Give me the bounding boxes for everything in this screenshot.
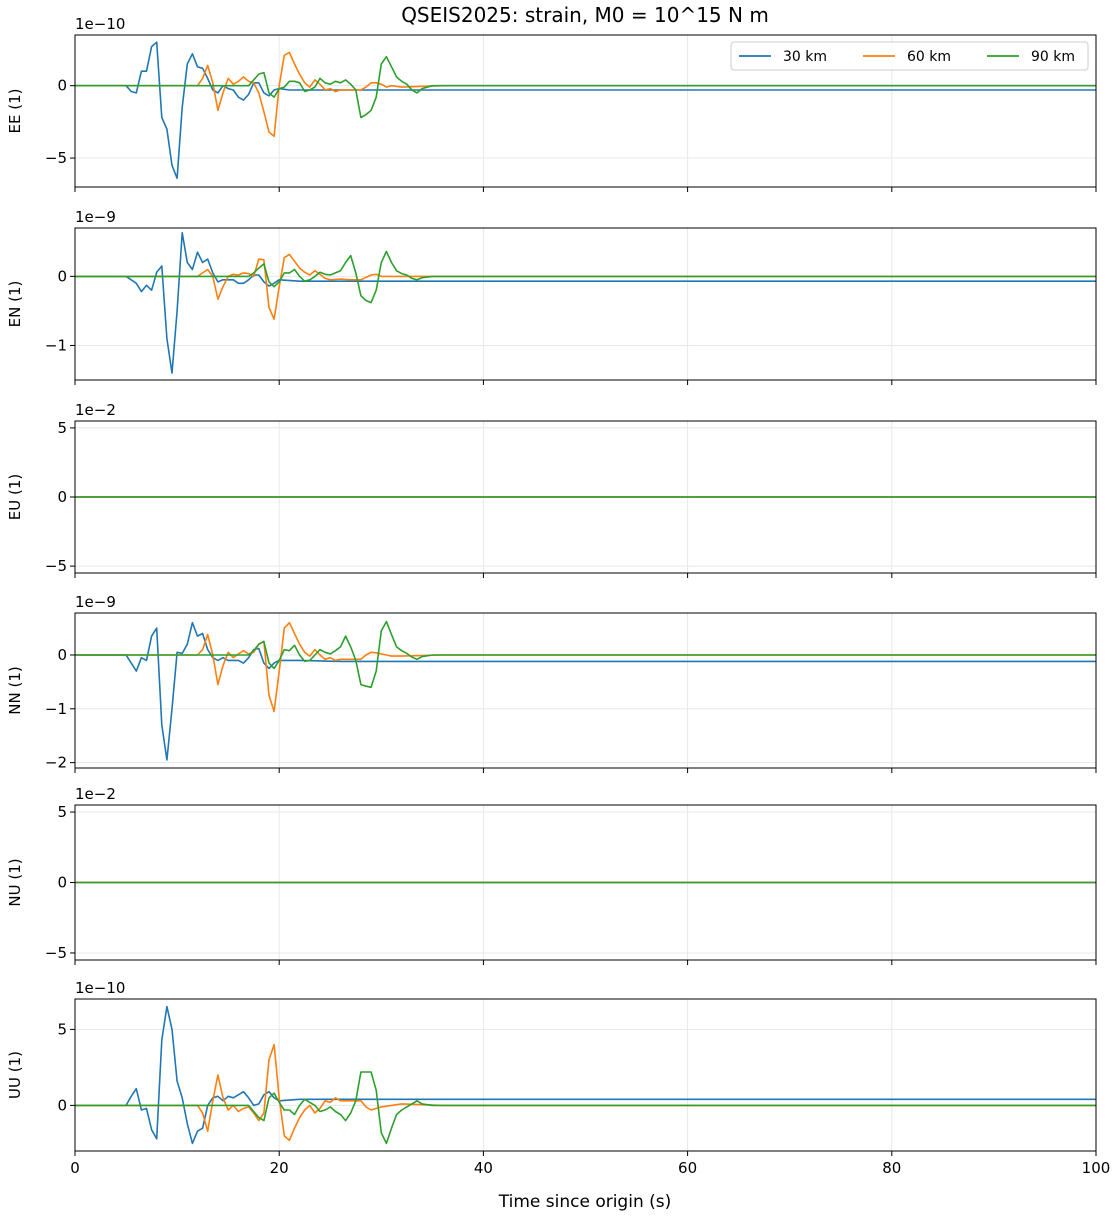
legend-entry: 90 km bbox=[1031, 49, 1075, 65]
axes-frame bbox=[74, 998, 1097, 1152]
series-line-90km bbox=[75, 55, 1096, 119]
y-tick-label: 0 bbox=[57, 1096, 67, 1114]
series-line-60km bbox=[75, 621, 1096, 713]
y-axis-label: NN (1) bbox=[6, 666, 24, 714]
y-tick-label: 0 bbox=[57, 488, 67, 506]
y-tick-label: 0 bbox=[57, 874, 67, 892]
series-line-30km bbox=[75, 41, 1096, 180]
series-line-30km bbox=[75, 621, 1096, 761]
offset-multiplier: 1e−9 bbox=[75, 593, 116, 611]
series-line-90km bbox=[75, 250, 1096, 304]
y-tick-label: 5 bbox=[57, 1020, 67, 1038]
subplot-ee: −5 0 1e−10 EE (1) 30 km 60 km 90 km bbox=[6, 15, 1097, 192]
series-line-60km bbox=[75, 1043, 1096, 1142]
offset-multiplier: 1e−2 bbox=[75, 401, 116, 419]
y-tick-label: 5 bbox=[57, 419, 67, 437]
subplot-nu: −5 0 5 1e−2 NU (1) bbox=[6, 785, 1097, 965]
subplot-panels: −5 0 1e−10 EE (1) 30 km 60 km 90 km −1 0 1e−9 EN (… bbox=[6, 15, 1110, 1177]
series-line-30km bbox=[75, 1005, 1096, 1145]
y-tick-label: −1 bbox=[45, 336, 67, 354]
y-tick-label: 5 bbox=[57, 803, 67, 821]
series-line-90km bbox=[75, 620, 1096, 689]
x-axis-label: Time since origin (s) bbox=[498, 1192, 672, 1212]
series-line-30km bbox=[75, 232, 1096, 374]
series-line-60km bbox=[75, 51, 1096, 138]
figure-title: QSEIS2025: strain, M0 = 10^15 N m bbox=[401, 3, 769, 27]
offset-multiplier: 1e−10 bbox=[75, 15, 125, 33]
subplot-uu: 0 5 0 20 40 60 80 100 1e−10 UU (1) bbox=[6, 979, 1110, 1177]
axes-frame bbox=[74, 612, 1097, 769]
axes-frame bbox=[74, 34, 1097, 188]
y-axis-label: EN (1) bbox=[6, 281, 24, 328]
axes-frame bbox=[74, 227, 1097, 381]
y-axis-label: EE (1) bbox=[6, 89, 24, 134]
legend-entry: 60 km bbox=[907, 49, 951, 65]
x-tick-label: 0 bbox=[70, 1159, 80, 1177]
y-tick-label: 0 bbox=[57, 77, 67, 95]
offset-multiplier: 1e−9 bbox=[75, 208, 116, 226]
y-tick-label: −5 bbox=[45, 557, 67, 575]
y-tick-label: 0 bbox=[57, 267, 67, 285]
y-tick-label: −5 bbox=[45, 149, 67, 167]
offset-multiplier: 1e−2 bbox=[75, 785, 116, 803]
y-tick-label: −1 bbox=[45, 700, 67, 718]
offset-multiplier: 1e−10 bbox=[75, 979, 125, 997]
x-tick-label: 20 bbox=[270, 1159, 289, 1177]
subplot-nn: −2 −1 0 1e−9 NN (1) bbox=[6, 593, 1097, 773]
x-tick-label: 100 bbox=[1082, 1159, 1111, 1177]
legend: 30 km 60 km 90 km bbox=[730, 41, 1089, 71]
x-tick-label: 80 bbox=[882, 1159, 901, 1177]
x-tick-label: 60 bbox=[678, 1159, 697, 1177]
y-axis-label: UU (1) bbox=[6, 1051, 24, 1099]
x-tick-label: 40 bbox=[474, 1159, 493, 1177]
subplot-en: −1 0 1e−9 EN (1) bbox=[6, 208, 1097, 385]
series-line-60km bbox=[75, 253, 1096, 321]
y-axis-label: EU (1) bbox=[6, 474, 24, 520]
series-line-90km bbox=[75, 1071, 1096, 1145]
subplot-eu: −5 0 5 1e−2 EU (1) bbox=[6, 401, 1097, 578]
y-axis-label: NU (1) bbox=[6, 858, 24, 906]
legend-box bbox=[730, 41, 1089, 71]
y-tick-label: −2 bbox=[45, 754, 67, 772]
legend-entry: 30 km bbox=[783, 49, 827, 65]
y-tick-label: 0 bbox=[57, 646, 67, 664]
y-tick-label: −5 bbox=[45, 944, 67, 962]
